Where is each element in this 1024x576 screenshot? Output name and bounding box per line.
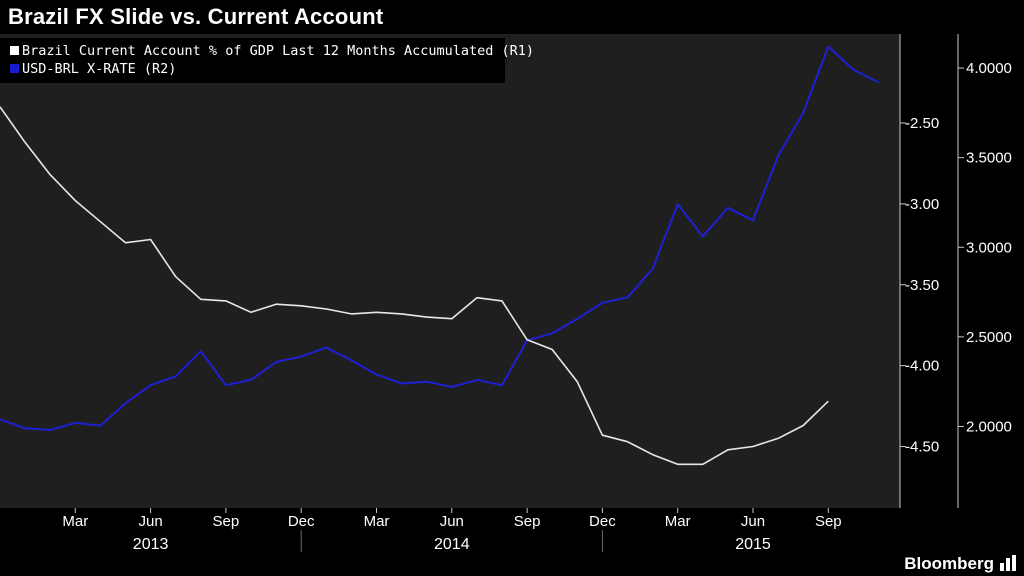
- x-tick-label: Sep: [213, 513, 240, 530]
- x-tick-label: Mar: [62, 513, 88, 530]
- right-axis-ticks: 4.0000 3.5000 3.0000 2.5000 2.0000: [958, 60, 1012, 435]
- year-label: 2013: [133, 536, 169, 553]
- chart-title: Brazil FX Slide vs. Current Account: [8, 4, 384, 29]
- x-tick-label: Jun: [440, 513, 464, 530]
- legend-background: [0, 38, 505, 83]
- plot-background: [0, 34, 900, 508]
- legend: Brazil Current Account % of GDP Last 12 …: [0, 38, 534, 83]
- right-tick-label: 2.5000: [966, 329, 1012, 346]
- bloomberg-mark-icon: [1000, 555, 1016, 571]
- legend-label-current-account: Brazil Current Account % of GDP Last 12 …: [22, 43, 534, 59]
- series-layer: [0, 45, 879, 466]
- x-tick-label: Jun: [741, 513, 765, 530]
- year-label: 2015: [735, 536, 771, 553]
- x-axis-ticks: Mar Jun Sep Dec Mar Jun Sep Dec Mar Jun Sep 2013 201…: [62, 508, 842, 553]
- year-label: 2014: [434, 536, 470, 553]
- legend-label-usd-brl: USD-BRL X-RATE (R2): [22, 61, 176, 77]
- left-tick-label: -3.50: [905, 277, 939, 294]
- series-line-current-account: [0, 106, 829, 466]
- series-line-usd-brl: [0, 45, 879, 431]
- x-tick-label: Mar: [364, 513, 390, 530]
- left-tick-label: -4.00: [905, 358, 939, 375]
- left-tick-label: -3.00: [905, 196, 939, 213]
- left-axis-ticks: -2.50 -3.00 -3.50 -4.00 -4.50: [900, 115, 939, 456]
- legend-swatch-usd-brl: [10, 64, 19, 73]
- right-tick-label: 4.0000: [966, 60, 1012, 77]
- x-tick-label: Sep: [815, 513, 842, 530]
- left-tick-label: -2.50: [905, 115, 939, 132]
- x-tick-label: Dec: [288, 513, 315, 530]
- right-tick-label: 2.0000: [966, 418, 1012, 435]
- bloomberg-logo: Bloomberg: [904, 554, 994, 573]
- x-tick-label: Dec: [589, 513, 616, 530]
- x-tick-label: Jun: [139, 513, 163, 530]
- right-tick-label: 3.0000: [966, 239, 1012, 256]
- legend-swatch-current-account: [10, 46, 19, 55]
- x-tick-label: Mar: [665, 513, 691, 530]
- right-tick-label: 3.5000: [966, 150, 1012, 167]
- x-tick-label: Sep: [514, 513, 541, 530]
- left-tick-label: -4.50: [905, 439, 939, 456]
